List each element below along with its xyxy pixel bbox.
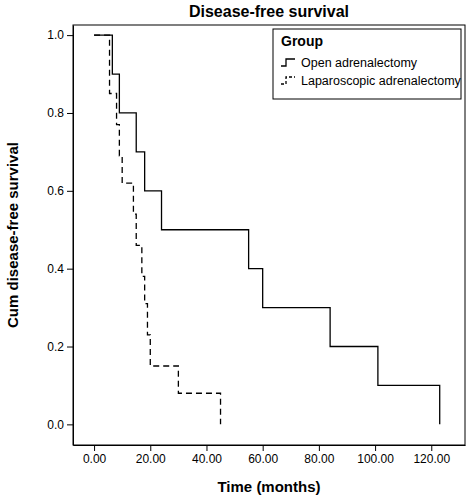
survival-line bbox=[94, 35, 220, 424]
tick-mark bbox=[67, 424, 73, 425]
chart: 0.0020.0040.0060.0080.00100.00120.000.00… bbox=[0, 0, 475, 500]
tick-label: 0.4 bbox=[47, 262, 64, 276]
tick-label: 1.0 bbox=[47, 28, 64, 42]
legend: Group Open adrenalectomy Laparoscopic adre… bbox=[273, 29, 462, 99]
tick-mark bbox=[375, 445, 376, 451]
tick-label: 100.00 bbox=[357, 452, 394, 466]
tick-label: 20.00 bbox=[136, 452, 166, 466]
tick-mark bbox=[263, 445, 264, 451]
tick-mark bbox=[94, 445, 95, 451]
tick: 120.00 bbox=[413, 445, 450, 466]
x-axis: 0.00 20.00 40.00 60.00 80.00 100.00 120.00 bbox=[74, 445, 466, 466]
legend-entry: Open adrenalectomy bbox=[301, 56, 418, 70]
tick: 100.00 bbox=[357, 445, 394, 466]
tick-mark bbox=[319, 445, 320, 451]
tick: 1.0 bbox=[47, 28, 73, 42]
tick-mark bbox=[67, 35, 73, 36]
tick: 0.00 bbox=[83, 445, 107, 466]
tick: 0.6 bbox=[47, 184, 73, 198]
tick: 20.00 bbox=[136, 445, 166, 466]
tick: 0.4 bbox=[47, 262, 73, 276]
tick-mark bbox=[67, 113, 73, 114]
y-axis: 0.0 0.2 0.4 0.6 0.8 1.0 bbox=[47, 26, 73, 446]
tick-label: 60.00 bbox=[248, 452, 278, 466]
legend-entry: Laparoscopic adrenalectomy bbox=[301, 74, 462, 88]
title: Disease-free survival bbox=[189, 3, 349, 20]
tick-label: 0.8 bbox=[47, 106, 64, 120]
tick-mark bbox=[67, 191, 73, 192]
tick-mark bbox=[67, 269, 73, 270]
plot-frame bbox=[73, 25, 465, 445]
legend-title: Group bbox=[281, 33, 323, 49]
tick-mark bbox=[67, 347, 73, 348]
legend-symbol bbox=[281, 59, 295, 66]
tick-label: 0.00 bbox=[83, 452, 107, 466]
tick-label: 40.00 bbox=[192, 452, 222, 466]
tick-label: 80.00 bbox=[304, 452, 334, 466]
tick: 0.8 bbox=[47, 106, 73, 120]
tick: 40.00 bbox=[192, 445, 222, 466]
tick-label: 120.00 bbox=[413, 452, 450, 466]
tick: 0.2 bbox=[47, 340, 73, 354]
tick-label: 0.6 bbox=[47, 184, 64, 198]
tick-mark bbox=[206, 445, 207, 451]
tick-mark bbox=[431, 445, 432, 451]
tick-label: 0.2 bbox=[47, 340, 64, 354]
tick-mark bbox=[150, 445, 151, 451]
y-axis-title: Cum disease-free survival bbox=[4, 142, 21, 328]
plot: 0.0020.0040.0060.0080.00100.00120.000.00… bbox=[47, 25, 465, 466]
legend-box bbox=[273, 29, 461, 99]
tick: 60.00 bbox=[248, 445, 278, 466]
tick: 0.0 bbox=[47, 418, 73, 432]
tick: 80.00 bbox=[304, 445, 334, 466]
tick-label: 0.0 bbox=[47, 418, 64, 432]
legend-symbol bbox=[281, 77, 295, 84]
x-axis-title: Time (months) bbox=[217, 478, 320, 495]
